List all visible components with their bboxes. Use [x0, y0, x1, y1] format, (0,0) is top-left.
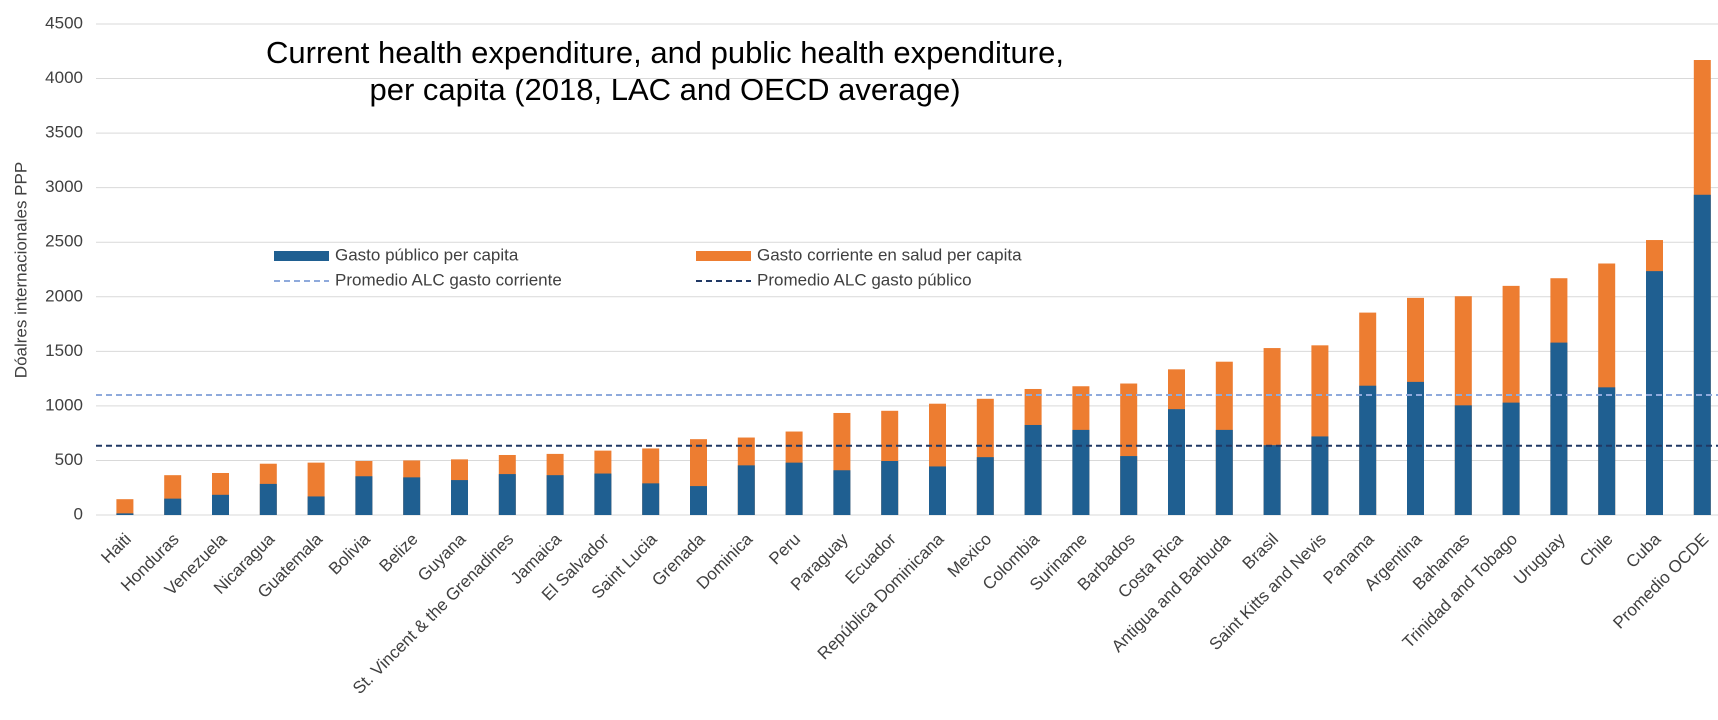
bar — [690, 486, 707, 515]
legend-label: Promedio ALC gasto público — [757, 270, 972, 289]
bar — [164, 498, 182, 515]
y-tick-label: 2500 — [45, 232, 83, 251]
bar — [451, 480, 468, 515]
bar — [1168, 409, 1185, 515]
y-tick-label: 4000 — [45, 68, 83, 87]
x-tick-label: Brasil — [1239, 530, 1282, 573]
bar — [1646, 271, 1663, 515]
bar — [212, 494, 229, 515]
chart-subtitle: per capita (2018, LAC and OECD average) — [369, 72, 960, 107]
bar — [1215, 429, 1233, 515]
chart-title: Current health expenditure, and public h… — [266, 35, 1064, 70]
bar — [1359, 385, 1377, 515]
legend-label: Gasto público per capita — [335, 245, 519, 264]
bar — [881, 460, 899, 515]
bar — [355, 476, 373, 515]
bar — [737, 465, 755, 515]
y-tick-label: 3000 — [45, 177, 83, 196]
x-tick-label: Cuba — [1622, 529, 1665, 572]
bar — [929, 466, 946, 515]
bar — [1454, 405, 1472, 515]
bar — [785, 462, 803, 515]
bar — [1502, 402, 1520, 515]
bar — [1693, 194, 1711, 515]
bar — [116, 513, 134, 515]
legend-label: Gasto corriente en salud per capita — [757, 245, 1022, 264]
y-tick-label: 0 — [74, 504, 83, 523]
x-tick-label: Bolivia — [325, 529, 374, 578]
bar — [1263, 445, 1281, 515]
bar — [1311, 436, 1329, 515]
y-tick-label: 1500 — [45, 341, 83, 360]
x-tick-label: Haiti — [97, 530, 134, 567]
legend-swatch — [274, 251, 329, 261]
bar — [498, 474, 516, 515]
y-tick-label: 4500 — [45, 13, 83, 32]
bar — [1550, 342, 1568, 515]
bar — [403, 477, 421, 515]
bar — [1072, 429, 1090, 515]
bar — [1407, 381, 1424, 515]
y-axis-title: Dóalres internacionales PPP — [11, 162, 30, 378]
bar — [116, 499, 134, 515]
bar — [546, 475, 564, 515]
y-tick-label: 500 — [55, 450, 83, 469]
x-tick-label: Peru — [765, 530, 804, 569]
bar — [307, 496, 325, 515]
bar — [976, 457, 994, 515]
x-tick-label: Belize — [376, 530, 422, 576]
bar — [1024, 424, 1042, 515]
y-tick-label: 1000 — [45, 395, 83, 414]
x-tick-label: Chile — [1576, 530, 1617, 571]
bar — [594, 473, 612, 515]
bar — [833, 470, 851, 515]
y-tick-label: 2000 — [45, 286, 83, 305]
bar — [642, 483, 660, 515]
x-tick-label: Uruguay — [1510, 529, 1569, 588]
y-tick-label: 3500 — [45, 123, 83, 142]
legend-label: Promedio ALC gasto corriente — [335, 270, 562, 289]
legend-swatch — [696, 251, 751, 261]
bar — [1598, 387, 1616, 515]
bar — [259, 483, 277, 515]
bar — [1120, 456, 1138, 515]
